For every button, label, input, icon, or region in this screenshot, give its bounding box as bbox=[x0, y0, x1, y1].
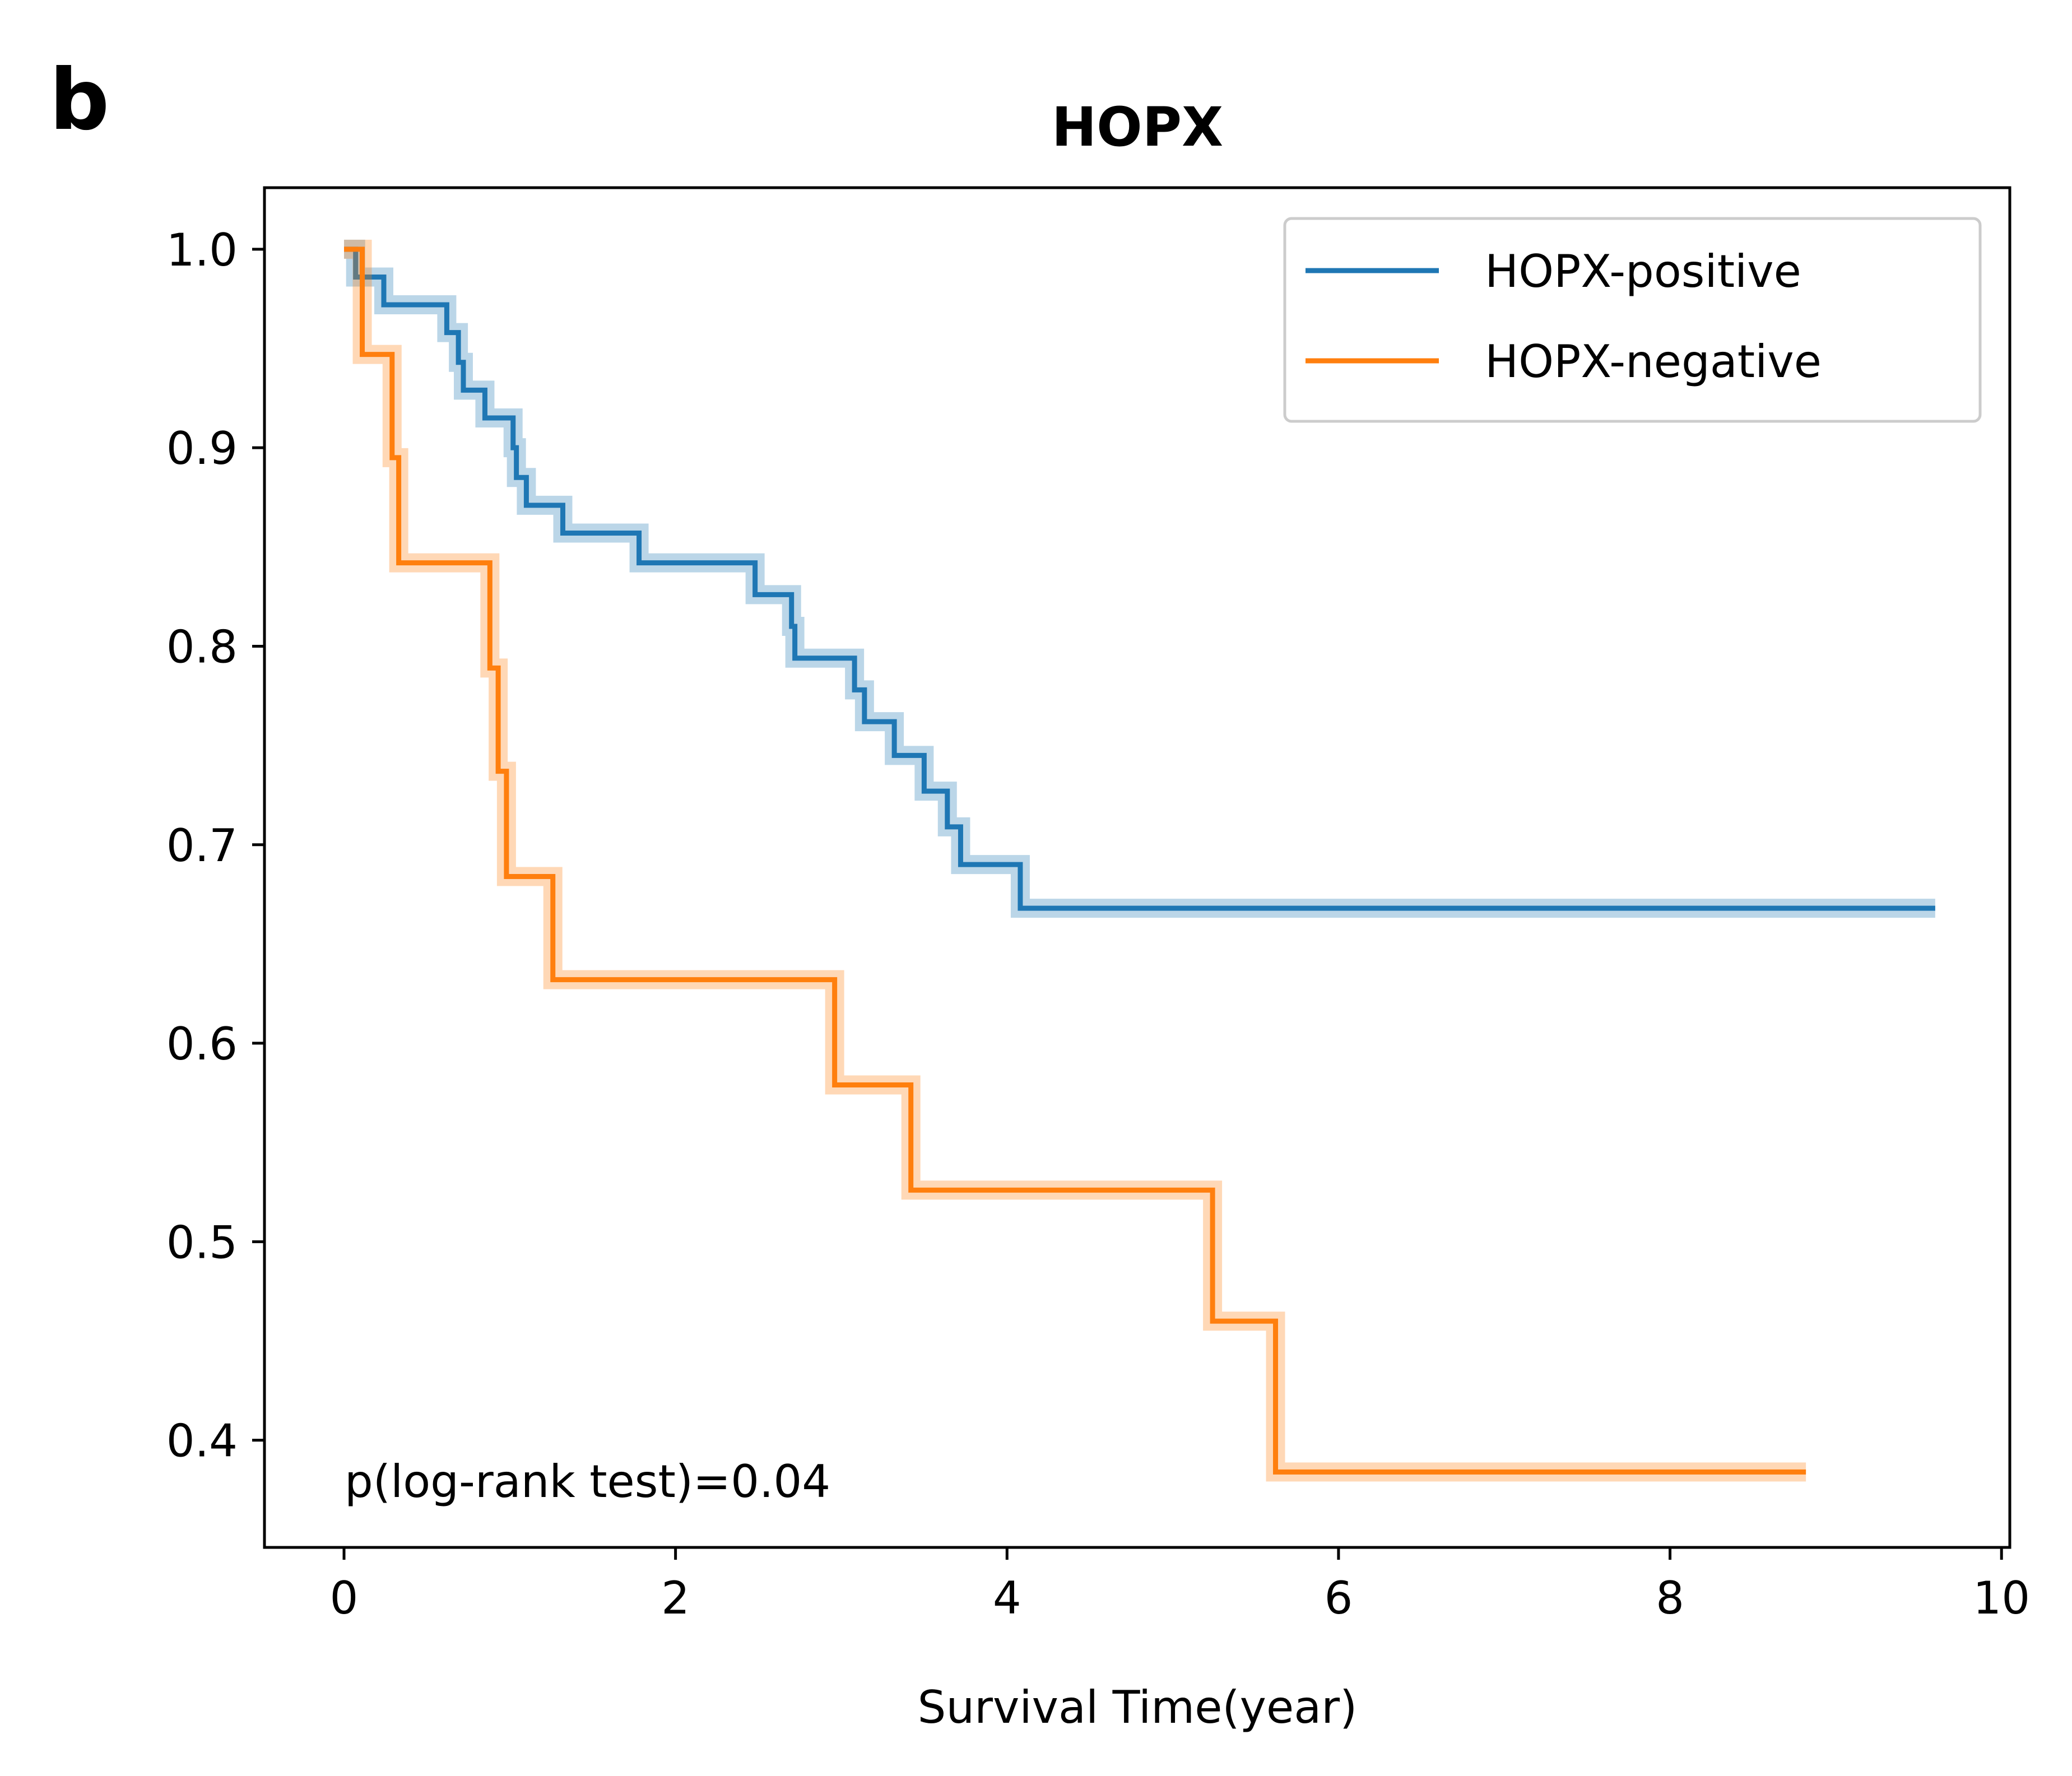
chart-title: HOPX bbox=[1052, 96, 1223, 159]
y-tick-label: 1.0 bbox=[166, 224, 238, 276]
x-axis-ticks: 0 2 4 6 8 10 bbox=[330, 1547, 2030, 1624]
legend: HOPX-positive HOPX-negative bbox=[1283, 217, 1982, 423]
y-tick-label: 0.6 bbox=[166, 1018, 238, 1070]
legend-label-negative: HOPX-negative bbox=[1485, 336, 1822, 388]
x-tick-label: 4 bbox=[993, 1572, 1021, 1624]
survival-curve-negative bbox=[343, 247, 1806, 1475]
legend-label-positive: HOPX-positive bbox=[1485, 245, 1801, 297]
y-tick-label: 0.9 bbox=[166, 422, 238, 475]
y-tick-label: 0.8 bbox=[166, 621, 238, 673]
x-tick-label: 8 bbox=[1656, 1572, 1684, 1624]
x-tick-label: 0 bbox=[330, 1572, 359, 1624]
y-tick-label: 0.4 bbox=[166, 1415, 238, 1467]
x-tick-label: 6 bbox=[1324, 1572, 1353, 1624]
x-tick-label: 2 bbox=[661, 1572, 690, 1624]
plot-frame bbox=[263, 186, 2011, 1549]
panel-letter: b bbox=[49, 52, 109, 149]
y-tick-label: 0.7 bbox=[166, 820, 238, 872]
y-axis-ticks: 0.4 0.5 0.6 0.7 0.8 0.9 1.0 bbox=[166, 224, 264, 1467]
series-layer bbox=[343, 239, 1935, 1482]
x-axis-label: Survival Time(year) bbox=[918, 1681, 1358, 1733]
p-value-annotation: p(log-rank test)=0.04 bbox=[345, 1456, 830, 1508]
legend-box bbox=[1283, 217, 1982, 423]
survival-curve-positive bbox=[343, 247, 1935, 911]
y-tick-label: 0.5 bbox=[166, 1216, 238, 1268]
x-tick-label: 10 bbox=[1973, 1572, 2030, 1624]
